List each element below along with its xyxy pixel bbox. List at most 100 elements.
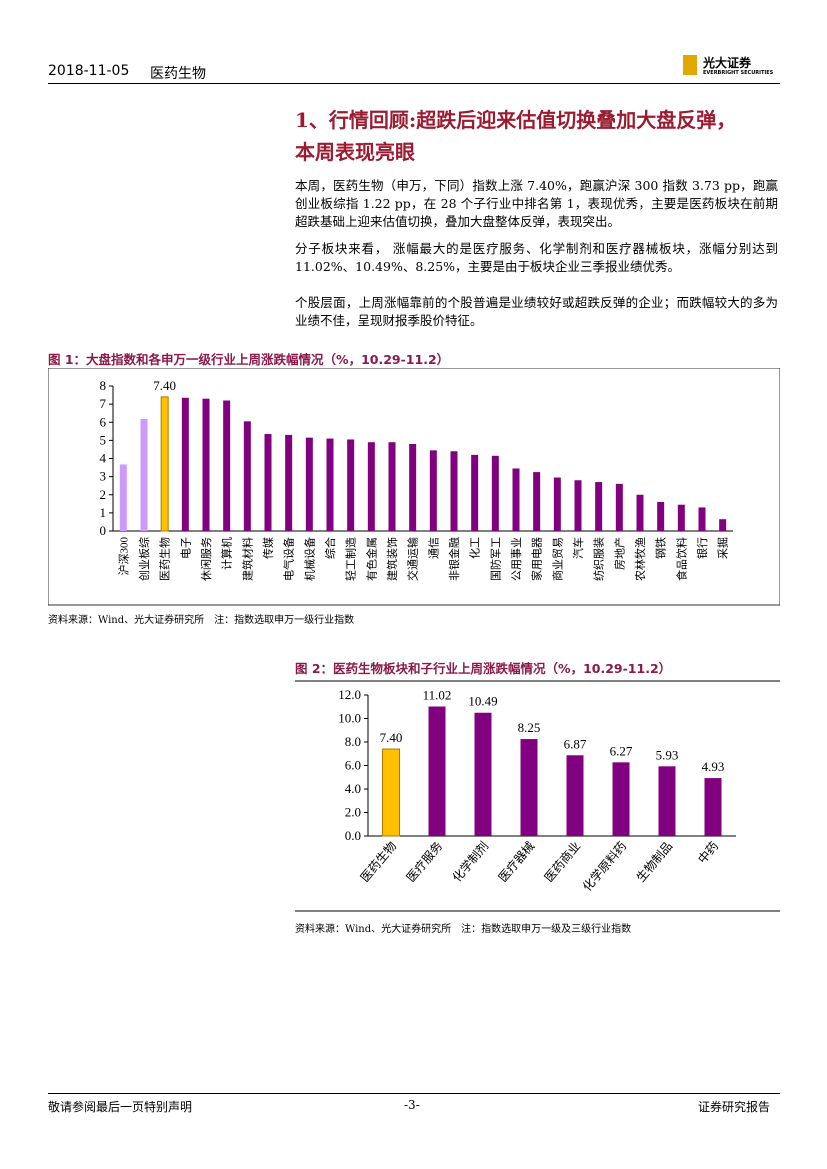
x-tick-label: 采掘 <box>716 537 730 559</box>
bar <box>264 434 272 531</box>
y-tick-label: 6.0 <box>345 758 361 773</box>
bar <box>202 398 210 531</box>
x-tick-label: 通信 <box>427 537 440 559</box>
x-tick-label: 医药生物 <box>358 839 400 885</box>
x-tick-label: 化工 <box>468 537 482 559</box>
bar <box>658 766 676 836</box>
x-tick-label: 综合 <box>323 537 337 559</box>
bar <box>474 712 492 836</box>
bar <box>285 434 293 531</box>
x-tick-label: 轻工制造 <box>344 537 358 581</box>
y-tick-label: 2.0 <box>345 805 361 820</box>
x-tick-label: 非银金融 <box>447 537 461 581</box>
bar <box>243 421 251 531</box>
x-tick-label: 建筑装饰 <box>385 537 399 581</box>
page-number: -3- <box>404 1098 420 1112</box>
source: 资料来源：Wind、光大证券研究所 注：指数选取申万一级及三级行业指数 <box>295 924 632 935</box>
bar <box>409 444 417 531</box>
bar <box>388 442 396 531</box>
data-label: 10.49 <box>468 694 497 709</box>
bar <box>382 748 400 837</box>
bar <box>160 396 169 532</box>
y-tick-label: 8 <box>100 378 107 393</box>
heading-line: 本周表现亮眼 <box>295 140 415 164</box>
bar <box>698 507 706 531</box>
header-rule <box>48 83 780 84</box>
x-tick-label: 生物制品 <box>634 839 676 885</box>
bar <box>450 451 458 531</box>
y-tick-label: 7 <box>100 396 107 411</box>
y-tick-label: 0.0 <box>345 828 361 843</box>
bar <box>119 464 127 531</box>
y-tick-label: 1 <box>100 505 107 520</box>
x-tick-label: 纺织服装 <box>592 537 606 581</box>
bar <box>512 468 520 531</box>
x-tick-label: 化学制剂 <box>449 838 491 884</box>
y-tick-label: 2 <box>100 487 107 502</box>
footer-left: 敬请参阅最后一页特别声明 <box>48 1100 193 1114</box>
x-tick-label: 交通运输 <box>406 537 420 581</box>
data-label: 4.93 <box>702 759 725 774</box>
x-tick-label: 沪深300 <box>116 537 130 576</box>
bar <box>615 483 623 531</box>
header-section: 医药生物 <box>150 66 206 82</box>
bar <box>574 480 582 531</box>
bar <box>657 502 665 531</box>
x-tick-label: 汽车 <box>571 537 585 559</box>
bar <box>612 762 630 836</box>
y-tick-label: 4 <box>100 451 107 466</box>
bar <box>636 494 644 531</box>
x-tick-label: 国防军工 <box>488 537 502 581</box>
paragraph: 本周，医药生物（申万，下同）指数上涨 7.40%，跑赢沪深 300 指数 3.7… <box>295 178 778 229</box>
bar <box>566 755 584 836</box>
x-tick-label: 化学原料药 <box>579 838 629 894</box>
chart-title: 图 2：医药生物板块和子行业上周涨跌幅情况（%，10.29-11.2） <box>295 661 672 676</box>
x-tick-label: 医药商业 <box>541 838 583 884</box>
bar <box>347 439 355 531</box>
chart: 0.0 2.0 4.0 6.0 8.0 10.0 12.0 7.40 医药生物 11.02 医疗服务… <box>295 680 780 912</box>
bar <box>429 450 437 531</box>
bar <box>553 477 561 531</box>
x-tick-label: 计算机 <box>220 537 234 570</box>
bar <box>428 706 446 836</box>
data-label: 5.93 <box>656 747 679 762</box>
logo-en: EVERBRIGHT SECURITIES <box>703 70 774 76</box>
x-tick-label: 电子 <box>179 537 192 559</box>
heading-line: 1、行情回顾:超跌后迎来估值切换叠加大盘反弹， <box>295 108 737 132</box>
x-tick-label: 传媒 <box>262 537 275 559</box>
logo-cn: 光大证券 <box>703 56 752 70</box>
bar <box>704 778 722 836</box>
chart: 0 1 2 3 4 5 6 7 8 沪深300 创业板综 7.40 医药生物 电子 休闲服务 计算机 建筑材料传… <box>48 368 780 606</box>
x-tick-label: 休闲服务 <box>199 537 213 581</box>
header-date: 2018-11-05 <box>48 63 130 79</box>
bar <box>223 400 231 531</box>
data-label: 6.27 <box>610 743 633 758</box>
bar <box>491 455 499 531</box>
x-tick-label: 银行 <box>695 537 709 559</box>
data-label: 7.40 <box>153 378 176 393</box>
y-tick-label: 10.0 <box>338 711 361 726</box>
footer-right: 证券研究报告 <box>698 1100 771 1114</box>
logo-icon <box>683 55 697 75</box>
y-tick-label: 0 <box>100 523 107 538</box>
x-tick-label: 食品饮料 <box>674 537 688 581</box>
y-tick-label: 5 <box>100 432 107 447</box>
heading: 1、行情回顾:超跌后迎来估值切换叠加大盘反弹， 本周表现亮眼 <box>295 104 736 168</box>
bar <box>367 442 375 531</box>
x-tick-label: 钢铁 <box>655 537 668 559</box>
paragraph: 分子板块来看， 涨幅最大的是医疗服务、化学制剂和医疗器械板块，涨幅分别达到 11… <box>295 241 778 274</box>
footer-rule <box>48 1093 780 1094</box>
x-tick-label: 有色金属 <box>364 537 378 581</box>
y-tick-label: 8.0 <box>345 734 361 749</box>
y-tick-label: 6 <box>100 414 107 429</box>
bar <box>595 482 603 531</box>
data-label: 11.02 <box>423 688 452 703</box>
x-tick-label: 建筑材料 <box>240 537 254 581</box>
x-tick-label: 机械设备 <box>302 537 316 581</box>
bar <box>677 504 685 531</box>
bar <box>326 438 334 531</box>
data-label: 7.40 <box>380 730 403 745</box>
data-label: 8.25 <box>518 720 541 735</box>
chart-title: 图 1：大盘指数和各申万一级行业上周涨跌幅情况（%，10.29-11.2） <box>48 352 450 367</box>
